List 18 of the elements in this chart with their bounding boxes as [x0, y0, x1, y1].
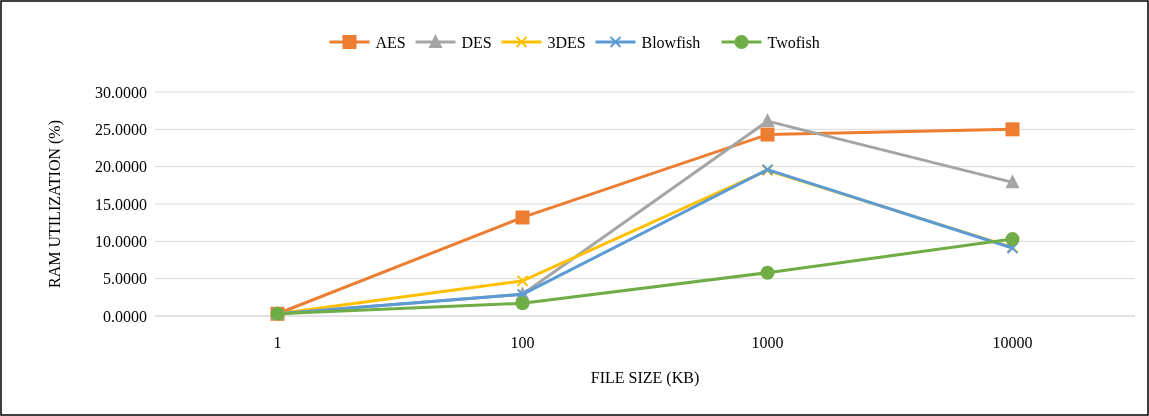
legend-label: Blowfish — [641, 33, 701, 51]
y-tick-label: 30.0000 — [95, 83, 147, 101]
y-tick-label: 10.0000 — [95, 232, 147, 250]
x-tick-label: 1 — [273, 334, 282, 351]
x-axis-title: FILE SIZE (KB) — [590, 369, 700, 387]
y-axis-title: RAM UTILIZATION (%) — [46, 120, 64, 288]
x-tick-label: 100 — [510, 334, 535, 351]
legend-label: Twofish — [767, 33, 820, 51]
y-tick-label: 25.0000 — [95, 120, 147, 138]
legend-label: DES — [461, 33, 492, 51]
y-tick-label: 20.0000 — [95, 158, 147, 176]
legend-label: AES — [375, 33, 406, 51]
y-tick-label: 15.0000 — [95, 195, 147, 213]
y-tick-label: 5.0000 — [103, 270, 147, 288]
legend-label: 3DES — [547, 33, 586, 51]
y-tick-label: 0.0000 — [103, 307, 147, 325]
x-tick-label: 10000 — [992, 334, 1033, 351]
x-tick-label: 1000 — [751, 334, 784, 351]
